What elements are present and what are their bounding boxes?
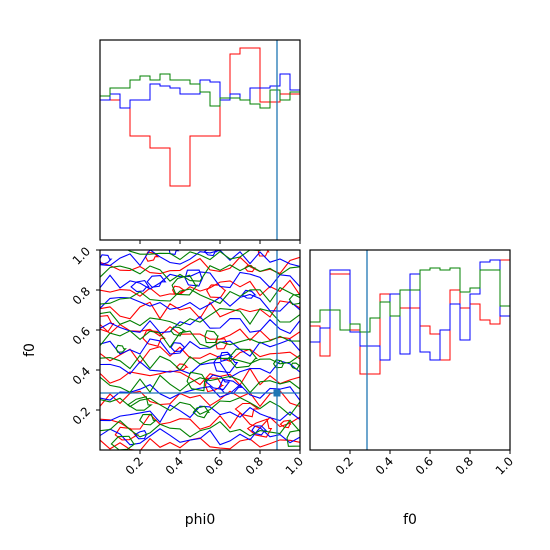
x-axis-label-phi0: phi0 (185, 512, 216, 528)
contour-island (290, 362, 300, 370)
contour-island (288, 293, 300, 306)
contour-island (115, 344, 127, 353)
contour-island (279, 419, 292, 429)
y-tick-label-f0: 0.4 (70, 364, 93, 387)
contour-island (218, 378, 244, 395)
y-tick-label-f0: 0.6 (70, 324, 93, 347)
contour-island (272, 359, 285, 369)
f0-hist-series-1 (310, 259, 510, 361)
x-tick-label-phi0: 0.4 (163, 454, 186, 477)
contour-line (100, 404, 300, 424)
contour-line (100, 279, 300, 297)
contour-island (227, 348, 258, 369)
contour-island (192, 405, 210, 419)
contour-line (100, 346, 300, 364)
contour-frame (99, 249, 301, 451)
contour-line (100, 338, 300, 357)
contour-island (130, 279, 150, 293)
contour-island (144, 251, 160, 262)
contour-island (170, 342, 186, 352)
contour-island (241, 289, 257, 299)
x-axis-label-f0: f0 (403, 512, 417, 528)
contour-island (100, 315, 115, 333)
x-tick-label-f0: 0.4 (373, 454, 396, 477)
contour-island (126, 396, 153, 411)
contour-line (100, 330, 300, 349)
contour-line (100, 308, 300, 327)
contour-island (213, 353, 239, 374)
contour-island (170, 326, 187, 337)
contour-island (205, 374, 231, 391)
y-tick-label-f0: 1.0 (70, 244, 93, 267)
contour-line (126, 250, 262, 261)
contour-line (100, 360, 300, 379)
y-axis-label-f0: f0 (22, 343, 38, 357)
contour-line (100, 396, 300, 416)
contour-island (286, 429, 300, 447)
phi0-hist-series-1 (100, 73, 300, 109)
contour-island (203, 250, 218, 257)
contour-island (110, 435, 137, 450)
contour-island (134, 430, 148, 440)
contour-line (100, 383, 300, 401)
x-tick-label-f0: 1.0 (493, 454, 516, 477)
contour-line (100, 323, 300, 342)
phi0-histogram-panel (99, 39, 301, 244)
y-tick-label-f0: 0.8 (70, 284, 93, 307)
f0-hist-series-2 (310, 267, 510, 333)
contour-island (204, 377, 225, 393)
contour-island (215, 338, 229, 350)
contour-island (204, 330, 219, 344)
contour-island (139, 413, 158, 426)
contour-island (168, 250, 180, 256)
contour-island (100, 254, 113, 266)
contour-line (100, 367, 300, 386)
contour-island (142, 329, 166, 347)
contour-line (100, 250, 300, 268)
f0-hist-frame (309, 249, 511, 451)
phi0-hist-series-0 (100, 47, 300, 187)
f0-histogram-panel: 0.2 0.4 0.6 0.8 1.0 (309, 249, 516, 478)
contour-island (186, 371, 208, 392)
contour-line (100, 411, 300, 430)
phi0-f0-contour-panel: 0.2 0.4 0.6 0.8 1.0 0.2 0.4 0.6 0.8 1.0 (70, 244, 306, 477)
contour-line (100, 286, 300, 305)
phi0-hist-frame (99, 39, 301, 241)
contour-line (100, 264, 300, 282)
contour-line (100, 256, 300, 275)
contour-island (171, 274, 199, 296)
contour-line (100, 419, 300, 438)
x-tick-label-phi0: 0.2 (123, 454, 146, 477)
y-tick-label-f0: 0.2 (70, 404, 93, 427)
contour-island (146, 275, 167, 288)
truth-marker (273, 389, 281, 397)
x-tick-label-phi0: 0.6 (203, 454, 226, 477)
x-tick-label-f0: 0.2 (333, 454, 356, 477)
phi0-hist-series-2 (100, 73, 300, 109)
x-tick-label-f0: 0.6 (413, 454, 436, 477)
contour-island (184, 269, 204, 287)
contour-line (100, 293, 300, 312)
contour-line (100, 374, 300, 394)
contour-island (206, 284, 227, 299)
x-tick-label-f0: 0.8 (453, 454, 476, 477)
x-tick-label-phi0: 0.8 (243, 454, 266, 477)
contour-island (246, 418, 273, 438)
contour-line (100, 315, 300, 335)
x-tick-label-phi0: 1.0 (283, 454, 306, 477)
contour-line (100, 300, 300, 320)
contour-line (100, 354, 300, 371)
